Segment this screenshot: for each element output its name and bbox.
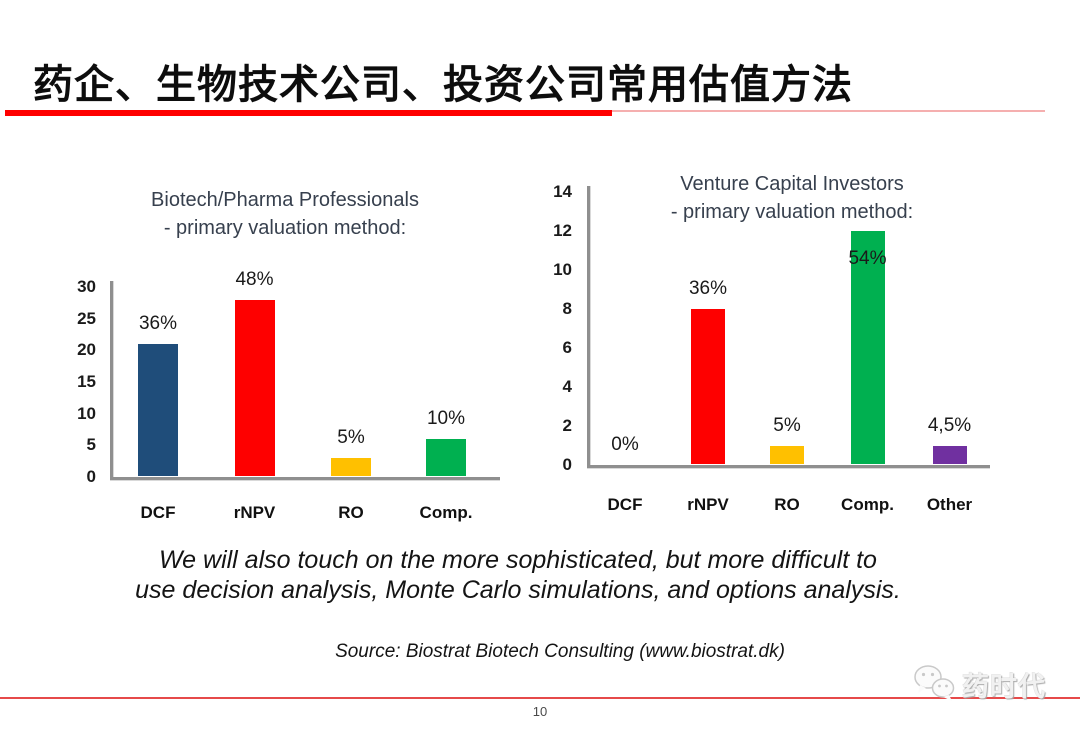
x-axis-category-label: Other [926, 495, 973, 514]
bar-rnpv [691, 309, 725, 464]
bar-value-label: 36% [688, 278, 728, 299]
caption-text: We will also touch on the more sophistic… [0, 545, 1036, 605]
bar-comp [426, 439, 466, 476]
y-axis-tick-label: 30 [77, 277, 96, 296]
bar-value-label: 5% [337, 427, 365, 448]
y-axis-tick-label: 0 [562, 455, 572, 474]
x-axis-category-label: Comp. [841, 495, 894, 514]
y-axis-tick-label: 20 [77, 340, 96, 360]
x-axis-category-label: Comp. [419, 503, 473, 522]
caption-line2: use decision analysis, Monte Carlo simul… [135, 576, 901, 604]
bar-ro [331, 458, 371, 476]
source-text: Source: Biostrat Biotech Consulting (www… [335, 641, 785, 662]
x-axis-category-label: RO [338, 503, 364, 522]
x-axis-category-label: DCF [607, 495, 643, 514]
y-axis-line [587, 186, 590, 465]
wechat-icon [912, 662, 958, 707]
chart-title-right: Venture Capital Investors - primary valu… [627, 170, 957, 226]
x-axis-category-label: rNPV [233, 503, 276, 522]
bar-rnpv [234, 299, 275, 476]
chart-title-left: Biotech/Pharma Professionals - primary v… [110, 186, 460, 242]
x-axis-category-label: rNPV [687, 495, 729, 514]
x-axis-category-label: DCF [140, 503, 176, 522]
bar-value-label: 54% [848, 248, 887, 269]
y-axis-tick-label: 2 [562, 416, 572, 435]
y-axis-tick-label: 25 [77, 308, 96, 328]
bar-value-label: 0% [611, 434, 639, 455]
bar-value-label: 36% [138, 313, 178, 334]
title-underline-thick [5, 110, 612, 116]
footer-divider-line [0, 697, 1080, 699]
x-axis-line [110, 477, 500, 480]
bar-dcf [138, 344, 178, 476]
y-axis-tick-label: 10 [553, 260, 572, 279]
bar-other [932, 445, 967, 464]
bar-value-label: 48% [235, 268, 274, 290]
y-axis-tick-label: 15 [77, 372, 96, 391]
bar-value-label: 5% [773, 414, 801, 436]
title-underline-thin [612, 110, 1045, 112]
watermark-text: 药时代 [962, 671, 1046, 702]
caption-line1: We will also touch on the more sophistic… [159, 546, 877, 574]
chart-title-right-line1: Venture Capital Investors [680, 173, 904, 195]
x-axis-category-label: RO [774, 495, 800, 514]
y-axis-tick-label: 5 [86, 435, 96, 455]
y-axis-tick-label: 4 [562, 377, 572, 396]
chart-title-right-line2: - primary valuation method: [670, 201, 914, 223]
y-axis-tick-label: 10 [77, 403, 96, 423]
bar-ro [770, 445, 804, 464]
y-axis-line [110, 281, 113, 477]
y-axis-tick-label: 14 [553, 182, 572, 201]
y-axis-tick-label: 8 [562, 299, 572, 318]
bar-comp [850, 231, 885, 464]
x-axis-line [587, 465, 990, 468]
y-axis-tick-label: 12 [553, 221, 572, 240]
slide-title: 药企、生物技术公司、投资公司常用估值方法 [33, 63, 853, 107]
bar-value-label: 10% [426, 408, 466, 429]
chart-title-left-line2: - primary valuation method: [163, 217, 407, 239]
bar-value-label: 4,5% [927, 414, 972, 436]
watermark: 药时代 [912, 662, 1062, 706]
y-axis-tick-label: 0 [86, 467, 96, 486]
page-number: 10 [532, 704, 548, 719]
chart-title-left-line1: Biotech/Pharma Professionals [151, 189, 419, 211]
y-axis-tick-label: 6 [562, 338, 572, 357]
